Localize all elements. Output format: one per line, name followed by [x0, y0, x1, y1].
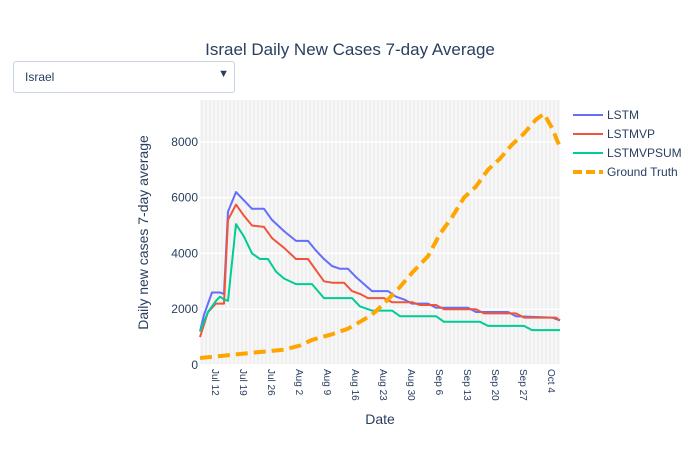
y-axis-title: Daily new cases 7-day average: [135, 135, 151, 330]
legend-item-lstmvp[interactable]: LSTMVP: [573, 127, 655, 141]
y-tick-label: 6000: [171, 191, 198, 205]
x-tick-label: Sep 27: [517, 369, 528, 401]
legend-item-ground-truth[interactable]: Ground Truth: [573, 165, 678, 179]
legend-label: LSTMVP: [607, 127, 655, 141]
caret-down-icon: ▼: [218, 68, 229, 80]
legend-label: Ground Truth: [607, 165, 678, 179]
x-tick-label: Sep 6: [433, 369, 444, 396]
x-tick-label: Oct 4: [545, 369, 556, 393]
y-tick-label: 8000: [171, 135, 198, 149]
country-dropdown[interactable]: Israel ▼: [13, 61, 235, 93]
series-line-ground-truth: [199, 111, 562, 360]
series-line-lstmvpsum: [199, 223, 560, 332]
x-tick-label: Sep 13: [461, 369, 472, 401]
legend-label: LSTMVPSUM: [607, 146, 682, 160]
x-tick-label: Jul 19: [237, 369, 248, 396]
legend-item-lstmvpsum[interactable]: LSTMVPSUM: [573, 146, 682, 160]
x-axis-ticks: Jul 12 Jul 19 Jul 26 Aug 2 Aug 9 Aug 16 Aug 23…: [209, 369, 556, 401]
y-tick-label: 4000: [171, 246, 198, 260]
y-axis-ticks: 0 2000 4000 6000 8000: [171, 135, 198, 372]
y-tick-label: 2000: [171, 302, 198, 316]
series-lines: [199, 111, 562, 360]
y-tick-label: 0: [191, 358, 198, 372]
legend-item-lstm[interactable]: LSTM: [573, 108, 639, 122]
x-tick-label: Sep 20: [489, 369, 500, 401]
x-tick-label: Aug 16: [349, 369, 360, 401]
country-dropdown-value: Israel: [25, 70, 55, 84]
x-tick-label: Aug 30: [405, 369, 416, 401]
legend-label: LSTM: [607, 108, 639, 122]
x-tick-label: Jul 12: [209, 369, 220, 396]
x-tick-label: Aug 2: [293, 369, 304, 396]
x-tick-label: Aug 9: [321, 369, 332, 396]
vertical-gridlines: [199, 100, 561, 365]
x-tick-label: Jul 26: [265, 369, 276, 396]
chart-title: Israel Daily New Cases 7-day Average: [205, 40, 495, 59]
legend[interactable]: LSTM LSTMVP LSTMVPSUM Ground Truth: [573, 108, 682, 179]
x-axis-title: Date: [365, 411, 395, 427]
series-line-lstmvp: [199, 203, 561, 338]
x-tick-label: Aug 23: [377, 369, 388, 401]
